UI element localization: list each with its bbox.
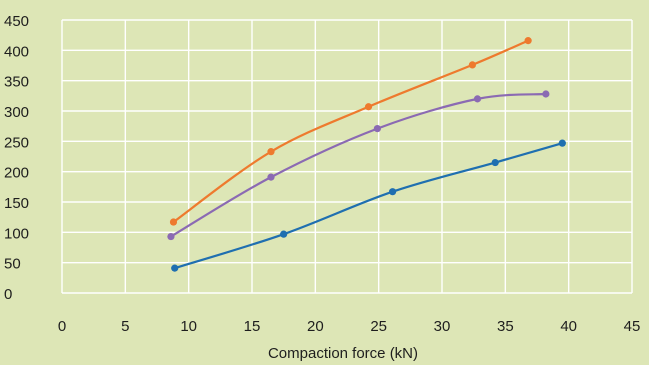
x-tick-label: 10 (180, 318, 197, 335)
y-tick-label: 450 (4, 13, 29, 30)
series-line (172, 39, 529, 223)
x-tick-label: 5 (121, 318, 129, 335)
y-tick-label: 250 (4, 134, 29, 151)
data-point (267, 173, 275, 181)
y-tick-label: 0 (4, 286, 12, 303)
y-tick-labels: 0 50 100 150 200 250 300 350 400 450 (4, 13, 29, 303)
y-tick-label: 100 (4, 225, 29, 242)
x-tick-label: 35 (497, 318, 514, 335)
x-tick-labels: 0 5 10 15 20 25 30 35 40 45 (58, 318, 641, 335)
data-point (267, 148, 275, 156)
data-point (491, 158, 499, 167)
data-point (280, 230, 288, 238)
y-tick-label: 50 (4, 256, 21, 273)
y-tick-label: 200 (4, 165, 29, 182)
series-2 (167, 90, 550, 241)
x-tick-label: 30 (434, 318, 451, 335)
data-point (542, 90, 550, 98)
x-axis-title: Compaction force (kN) (268, 345, 418, 362)
grid-layer (61, 19, 633, 294)
data-point (389, 188, 397, 196)
data-point (473, 95, 482, 103)
x-tick-label: 15 (244, 318, 261, 335)
data-point (171, 264, 179, 272)
x-tick-label: 40 (560, 318, 577, 335)
data-point (524, 37, 532, 45)
x-tick-label: 20 (307, 318, 324, 335)
data-point (373, 124, 381, 133)
series-1 (169, 37, 532, 226)
y-tick-label: 400 (4, 43, 29, 60)
series-line (170, 92, 546, 238)
y-tick-label: 150 (4, 195, 29, 212)
data-point (364, 103, 373, 111)
series-3 (171, 139, 566, 272)
data-point (468, 61, 476, 69)
y-tick-label: 300 (4, 104, 29, 121)
x-tick-label: 0 (58, 318, 66, 335)
x-tick-label: 45 (624, 318, 641, 335)
y-tick-label: 350 (4, 74, 29, 91)
series-layer (167, 37, 566, 272)
x-tick-label: 25 (370, 318, 387, 335)
data-point (167, 232, 175, 241)
series-line (174, 142, 563, 270)
data-point (558, 139, 566, 147)
data-point (169, 218, 178, 226)
